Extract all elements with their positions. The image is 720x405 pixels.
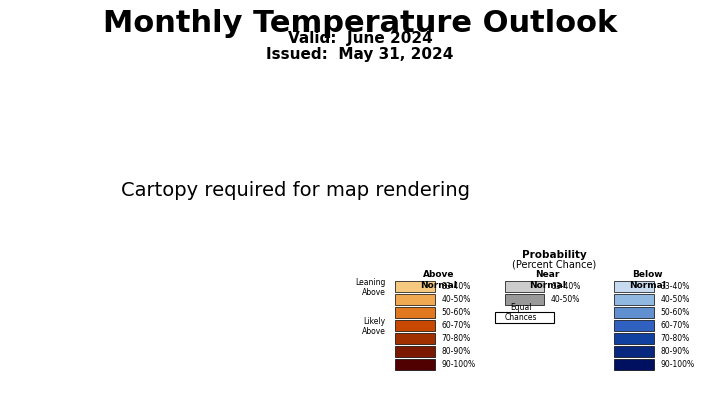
Bar	[614, 307, 654, 318]
Text: 33-40%: 33-40%	[660, 282, 690, 291]
Text: Valid:  June 2024: Valid: June 2024	[287, 30, 433, 45]
Text: 40-50%: 40-50%	[442, 295, 471, 304]
Text: 80-90%: 80-90%	[660, 347, 690, 356]
Text: Issued:  May 31, 2024: Issued: May 31, 2024	[266, 47, 454, 62]
Bar	[395, 294, 435, 305]
Text: 90-100%: 90-100%	[660, 360, 695, 369]
Bar	[395, 307, 435, 318]
Bar	[614, 346, 654, 357]
Text: (Percent Chance): (Percent Chance)	[512, 259, 597, 269]
Bar	[395, 281, 435, 292]
Bar	[614, 294, 654, 305]
Text: 80-90%: 80-90%	[442, 347, 471, 356]
Text: 60-70%: 60-70%	[660, 321, 690, 330]
Text: 90-100%: 90-100%	[442, 360, 476, 369]
Bar	[614, 281, 654, 292]
Text: Below
Normal: Below Normal	[629, 270, 665, 290]
Text: Above
Normal: Above Normal	[420, 270, 457, 290]
Text: Leaning
Above: Leaning Above	[355, 278, 385, 297]
Text: 50-60%: 50-60%	[660, 308, 690, 317]
Bar	[395, 359, 435, 370]
Bar	[395, 346, 435, 357]
Text: 33-40%: 33-40%	[551, 282, 580, 291]
Text: Equal
Chances: Equal Chances	[505, 303, 538, 322]
Bar	[505, 294, 544, 305]
Text: Likely
Above: Likely Above	[361, 317, 385, 337]
Text: 33-40%: 33-40%	[442, 282, 471, 291]
Text: Probability: Probability	[522, 250, 587, 260]
Bar	[614, 359, 654, 370]
Text: Monthly Temperature Outlook: Monthly Temperature Outlook	[103, 9, 617, 38]
Bar	[505, 281, 544, 292]
Bar	[614, 320, 654, 331]
Text: 40-50%: 40-50%	[551, 295, 580, 304]
Bar	[395, 320, 435, 331]
Text: 40-50%: 40-50%	[660, 295, 690, 304]
Text: 70-80%: 70-80%	[660, 334, 690, 343]
Text: 60-70%: 60-70%	[442, 321, 471, 330]
Text: Cartopy required for map rendering: Cartopy required for map rendering	[121, 181, 469, 200]
Bar	[614, 333, 654, 344]
Bar	[395, 333, 435, 344]
Text: 50-60%: 50-60%	[442, 308, 471, 317]
Text: Near
Normal: Near Normal	[529, 270, 566, 290]
Bar	[495, 313, 554, 323]
Text: 70-80%: 70-80%	[442, 334, 471, 343]
